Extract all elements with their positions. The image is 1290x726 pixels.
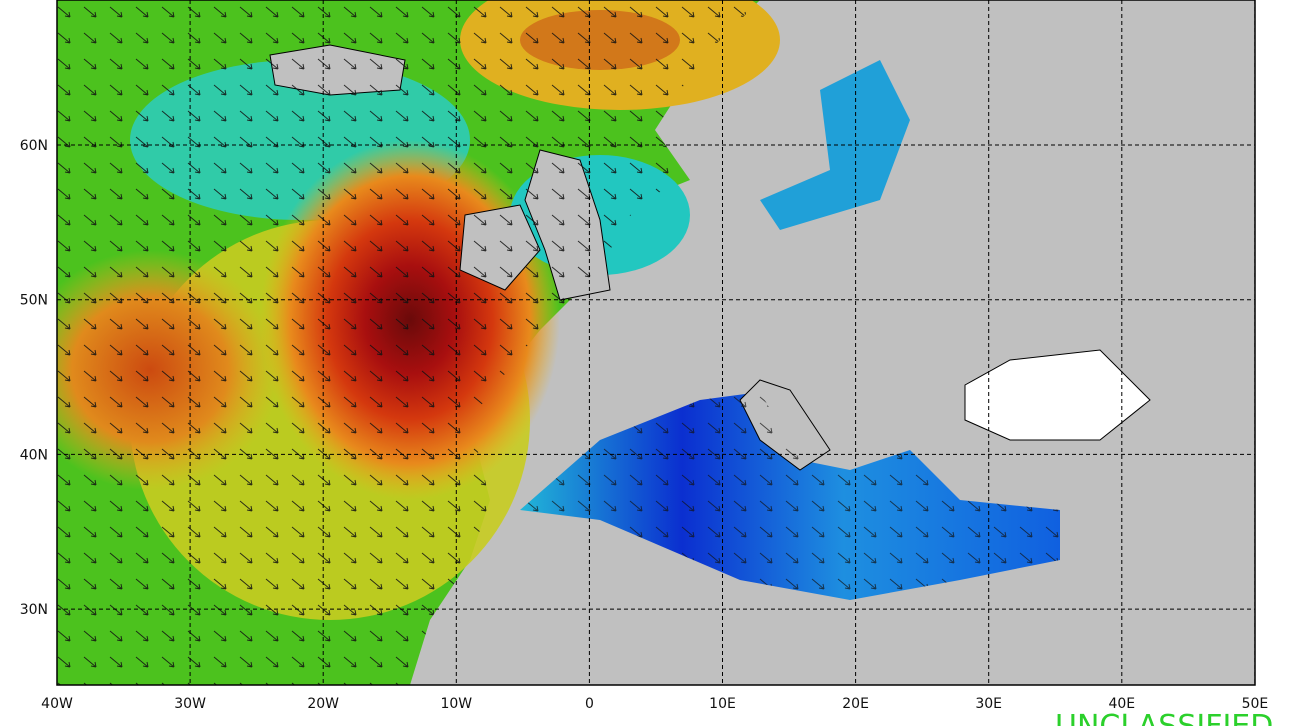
lat-label: 50N (20, 293, 48, 309)
lon-label: 40E (1108, 696, 1135, 712)
lon-label: 50E (1242, 696, 1269, 712)
lon-label: 20E (842, 696, 869, 712)
lon-label: 0 (585, 696, 594, 712)
lon-label: 20W (307, 696, 339, 712)
lon-label: 30E (975, 696, 1002, 712)
lat-label: 40N (20, 447, 48, 463)
lat-label: 60N (20, 138, 48, 154)
lon-label: 30W (174, 696, 206, 712)
map-frame (56, 0, 1256, 686)
lon-label: 40W (41, 696, 73, 712)
classification: UNCLASSIFIED (1055, 709, 1273, 726)
lat-label: 30N (20, 602, 48, 618)
lon-label: 10W (440, 696, 472, 712)
map-area (57, 0, 1255, 685)
lon-label: 10E (709, 696, 736, 712)
